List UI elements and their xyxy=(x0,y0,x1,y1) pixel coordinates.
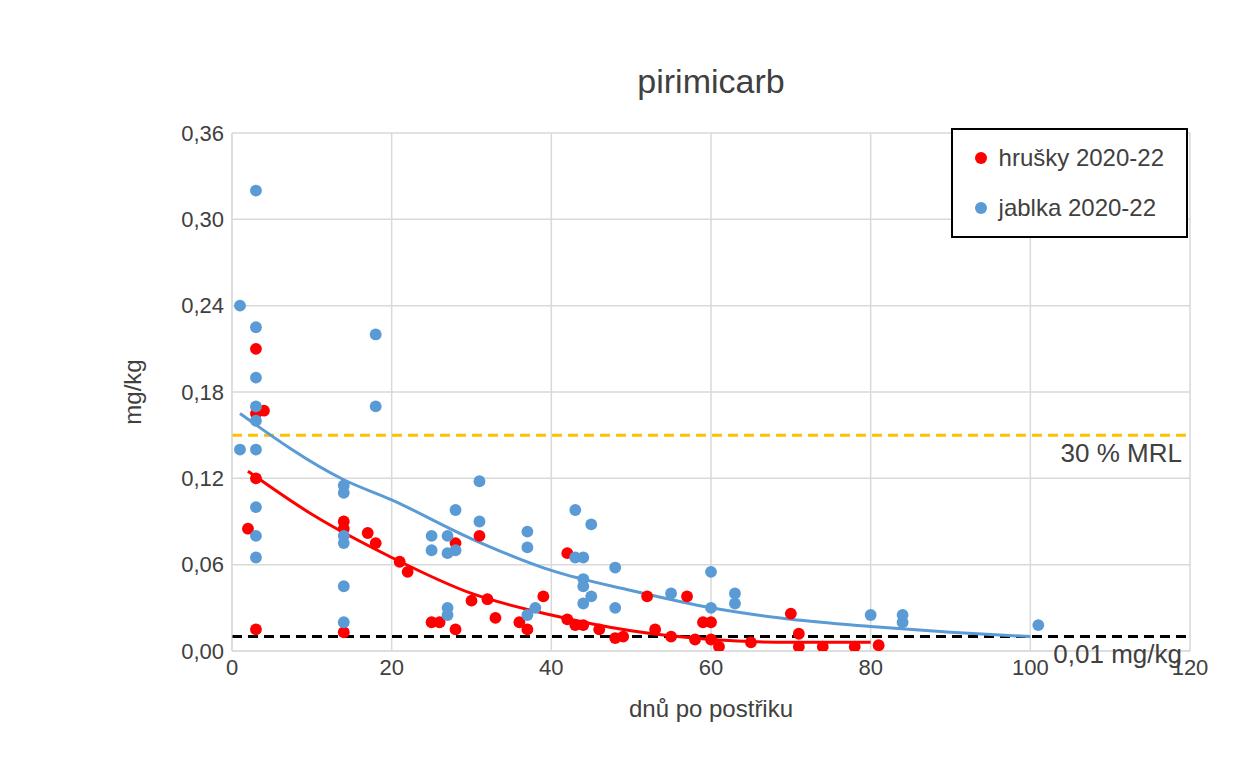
svg-text:0,18: 0,18 xyxy=(181,380,224,405)
svg-text:0,12: 0,12 xyxy=(181,466,224,491)
svg-text:mg/kg: mg/kg xyxy=(119,359,146,424)
svg-text:0,01 mg/kg: 0,01 mg/kg xyxy=(1053,639,1182,669)
svg-text:0,24: 0,24 xyxy=(181,293,224,318)
svg-text:40: 40 xyxy=(539,655,563,680)
svg-text:80: 80 xyxy=(858,655,882,680)
html-text:jablka 2020-22: jablka 2020-22 xyxy=(998,194,1156,221)
svg-text:100: 100 xyxy=(1012,655,1049,680)
svg-text:0: 0 xyxy=(226,655,238,680)
html-text:hrušky 2020-22: hrušky 2020-22 xyxy=(998,144,1164,171)
svg-text:20: 20 xyxy=(379,655,403,680)
svg-text:0,36: 0,36 xyxy=(181,121,224,146)
svg-text:0,00: 0,00 xyxy=(181,639,224,664)
svg-text:30 % MRL: 30 % MRL xyxy=(1061,438,1182,468)
svg-text:60: 60 xyxy=(699,655,723,680)
svg-text:dnů po postřiku: dnů po postřiku xyxy=(629,695,793,722)
html-text:pirimicarb: pirimicarb xyxy=(637,62,785,100)
svg-text:0,30: 0,30 xyxy=(181,207,224,232)
svg-text:120: 120 xyxy=(1171,654,1209,680)
svg-text:0,06: 0,06 xyxy=(181,552,224,577)
